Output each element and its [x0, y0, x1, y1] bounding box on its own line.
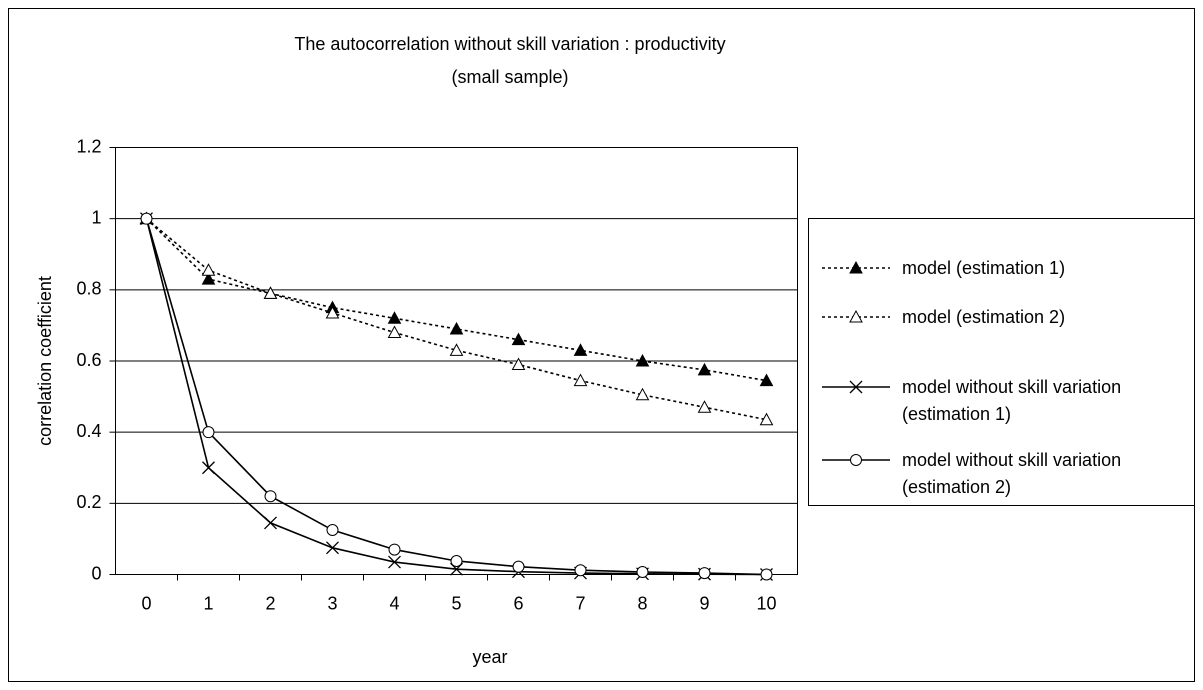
legend-label: model without skill variation (estimatio…: [902, 449, 1122, 497]
marker: [387, 325, 402, 339]
marker: [574, 564, 587, 577]
marker: [573, 373, 588, 387]
y-tick-label: 0.8: [76, 279, 101, 299]
x-axis-label: year: [472, 647, 507, 667]
marker: [512, 560, 525, 573]
marker: [759, 412, 774, 426]
marker: [450, 554, 463, 567]
legend-marker: [849, 309, 863, 323]
y-tick-label: 0.4: [76, 421, 101, 441]
marker: [264, 516, 277, 530]
y-tick-label: 0: [91, 563, 101, 583]
marker: [635, 387, 650, 401]
legend-marker: [850, 454, 862, 466]
marker: [202, 461, 215, 475]
marker: [201, 263, 216, 276]
legend-label: model without skill variation (estimatio…: [902, 376, 1122, 424]
marker: [511, 357, 526, 371]
marker: [325, 305, 340, 319]
marker: [326, 541, 339, 555]
marker: [760, 568, 773, 581]
legend-label: model (estimation 1): [902, 257, 1066, 278]
x-tick-label: 3: [327, 593, 337, 613]
marker: [449, 321, 464, 335]
series-line: [145, 218, 767, 421]
x-tick-label: 4: [389, 593, 399, 613]
x-tick-label: 10: [756, 593, 776, 613]
marker: [387, 311, 402, 324]
x-tick-label: 1: [203, 593, 213, 613]
y-tick-label: 0.2: [76, 492, 101, 512]
x-tick-label: 9: [699, 593, 709, 613]
marker: [511, 332, 526, 346]
marker: [326, 524, 339, 537]
marker: [573, 343, 588, 356]
x-tick-label: 0: [141, 593, 151, 613]
marker: [388, 555, 401, 569]
marker: [449, 343, 464, 356]
marker: [140, 212, 153, 225]
x-tick-label: 7: [575, 593, 585, 613]
x-tick-label: 6: [513, 593, 523, 613]
legend-box: [808, 218, 1195, 506]
marker: [635, 353, 650, 367]
marker: [388, 543, 401, 556]
legend-marker: [849, 380, 863, 394]
y-tick-label: 1.2: [76, 136, 101, 156]
y-tick-label: 1: [91, 207, 101, 227]
marker: [201, 272, 216, 285]
legend-marker: [849, 260, 863, 274]
y-tick-label: 0.6: [76, 350, 101, 370]
marker: [264, 490, 277, 503]
marker: [202, 426, 215, 439]
marker: [636, 566, 649, 579]
marker: [697, 362, 712, 376]
x-tick-label: 8: [637, 593, 647, 613]
marker: [697, 400, 712, 413]
y-axis-label: correlation coefficient: [35, 276, 55, 446]
marker: [759, 373, 774, 387]
marker: [263, 286, 278, 299]
x-tick-label: 2: [265, 593, 275, 613]
marker: [698, 567, 711, 580]
legend-label: model (estimation 2): [902, 306, 1066, 327]
chart-title: The autocorrelation without skill variat…: [294, 34, 726, 87]
x-tick-label: 5: [451, 593, 461, 613]
